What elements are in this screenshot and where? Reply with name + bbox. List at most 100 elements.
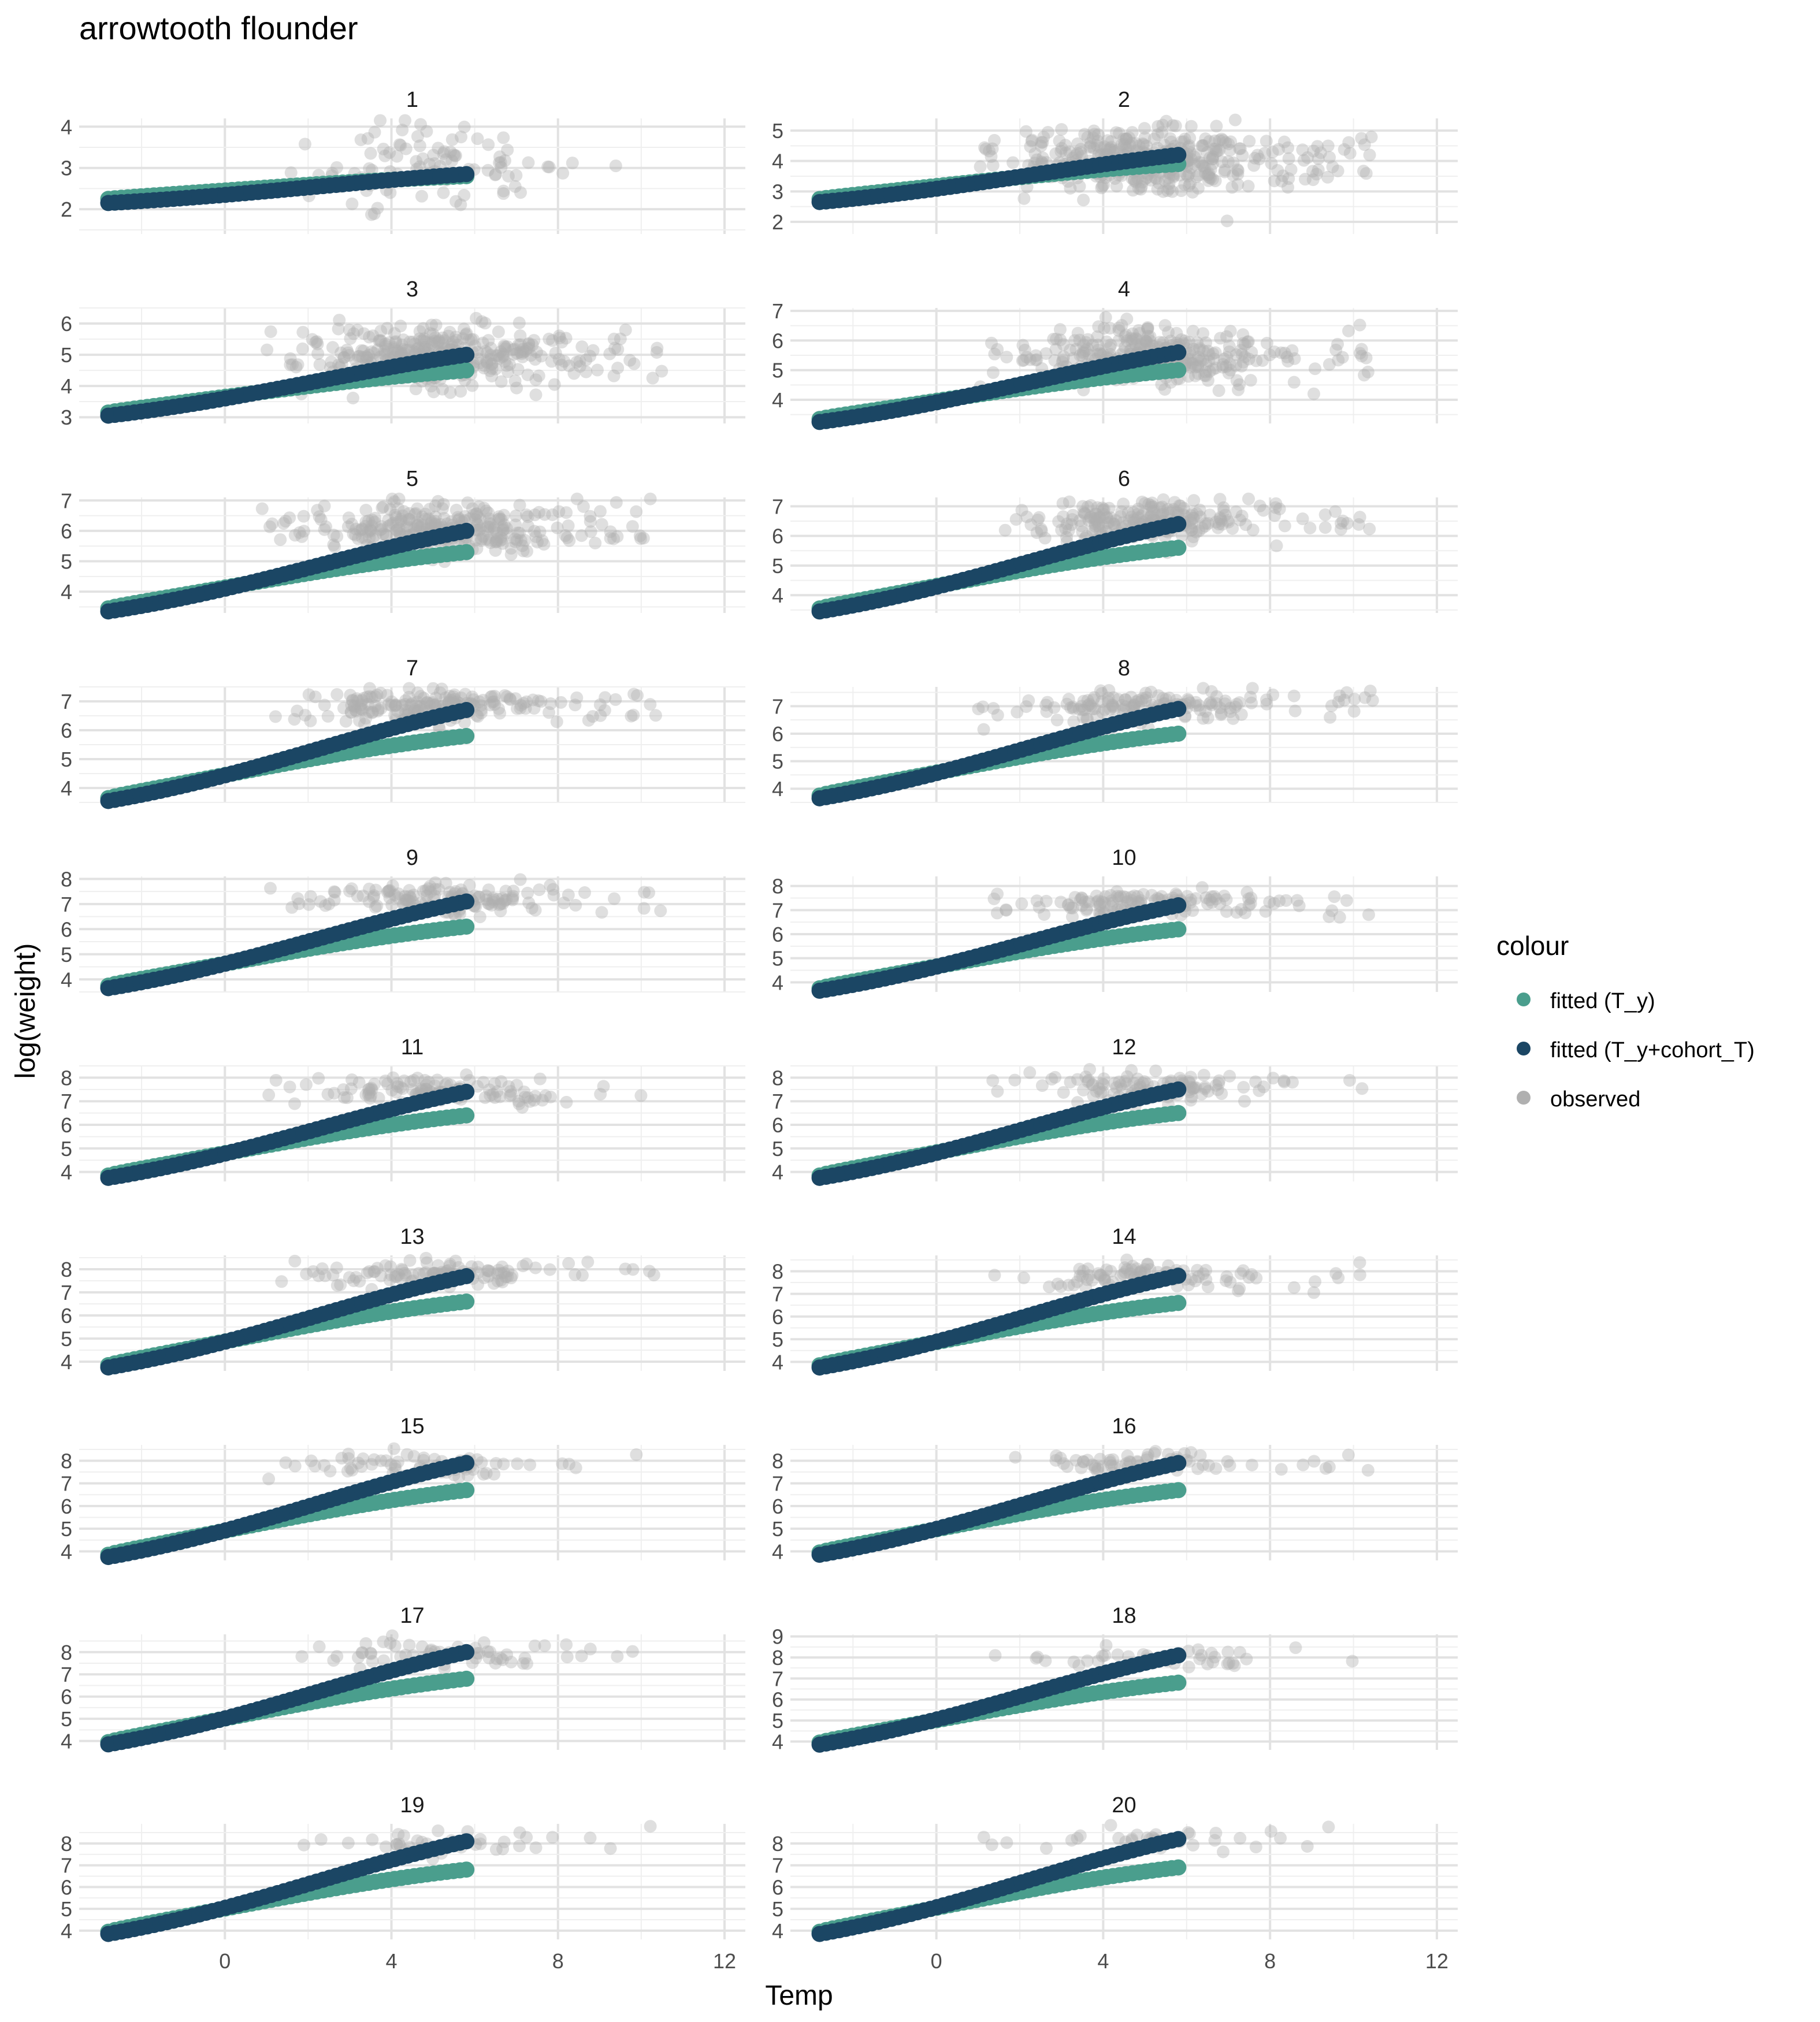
observed-point [1048,701,1061,714]
observed-point [1213,493,1227,506]
y-tick-label: 4 [61,580,72,604]
observed-point [533,1072,547,1086]
observed-point [478,1091,492,1104]
observed-point [1098,140,1111,153]
observed-point [1138,122,1151,135]
observed-point [432,142,445,155]
observed-point [976,700,990,713]
observed-point [1055,123,1068,136]
observed-point [1271,163,1284,177]
observed-point [1038,908,1051,921]
observed-point [1023,1066,1037,1079]
observed-point [1061,1460,1074,1473]
observed-point [1198,1080,1212,1094]
observed-point [998,523,1012,537]
observed-point [428,157,441,170]
observed-point [1156,118,1169,132]
observed-point [1213,143,1226,157]
observed-point [1184,177,1197,190]
y-tick-label: 3 [772,180,783,203]
observed-point [1253,1084,1266,1097]
y-tick-label: 6 [61,719,72,742]
observed-point [529,1261,542,1274]
observed-point [262,1473,276,1486]
observed-point [551,521,564,534]
observed-point [403,682,416,695]
observed-point [413,139,426,153]
observed-point [351,890,364,903]
observed-point [310,335,324,348]
observed-point [522,156,535,169]
observed-point [1342,324,1355,337]
observed-point [514,329,527,343]
observed-point [1113,127,1126,140]
observed-point [1220,1270,1234,1283]
observed-point [1323,358,1336,371]
observed-point [488,698,502,711]
observed-point [1126,184,1139,197]
y-tick-label: 5 [61,1517,72,1541]
y-tick-label: 8 [772,1259,783,1283]
observed-point [637,531,650,545]
observed-point [1357,165,1370,178]
y-tick-label: 7 [61,1090,72,1113]
observed-point [1187,1082,1200,1095]
observed-point [1177,135,1190,148]
observed-point [498,154,511,168]
observed-point [631,689,644,702]
observed-point [1242,899,1256,912]
facet-strip-label: 15 [400,1414,424,1439]
observed-point [1026,133,1039,147]
observed-point [489,168,502,181]
observed-point [1218,165,1231,179]
observed-point [1103,1454,1116,1467]
facet-strip-label: 1 [406,88,418,112]
y-tick-label: 7 [61,1281,72,1304]
observed-point [1281,181,1294,194]
observed-point [1282,172,1295,185]
observed-point [263,520,277,533]
observed-point [1117,132,1130,146]
observed-point [560,1095,573,1109]
observed-point [1236,148,1249,162]
observed-point [481,163,495,177]
observed-point [1034,139,1048,153]
y-tick-label: 7 [772,1472,783,1496]
observed-point [1193,155,1206,169]
observed-point [1167,170,1180,184]
observed-point [1182,179,1195,192]
observed-point [493,1090,507,1103]
observed-point [488,1077,502,1090]
observed-point [569,1461,582,1474]
observed-point [359,532,372,545]
observed-point [566,157,579,170]
observed-point [1343,147,1357,160]
observed-point [411,130,424,143]
observed-point [473,695,486,708]
observed-point [1353,318,1366,332]
y-tick-label: 8 [772,875,783,898]
observed-point [593,505,607,518]
observed-point [1152,176,1165,189]
observed-point [543,1263,556,1276]
observed-point [484,536,497,549]
observed-point [347,527,360,541]
facet-strip-label: 14 [1112,1225,1136,1249]
fitted-cohort-point [458,1083,475,1100]
observed-point [1220,214,1234,228]
observed-point [378,337,392,351]
y-tick-label: 4 [61,374,72,398]
observed-point [393,138,406,151]
facet-strip-label: 12 [1112,1035,1136,1060]
observed-point [1311,140,1324,153]
observed-point [1151,128,1164,142]
observed-point [363,162,376,175]
observed-point [284,358,297,371]
observed-point [1006,156,1020,169]
observed-point [429,499,442,512]
observed-point [1157,185,1170,198]
y-tick-label: 4 [772,1350,783,1374]
observed-point [1164,132,1177,145]
observed-point [355,1460,368,1473]
y-tick-label: 4 [772,1161,783,1184]
